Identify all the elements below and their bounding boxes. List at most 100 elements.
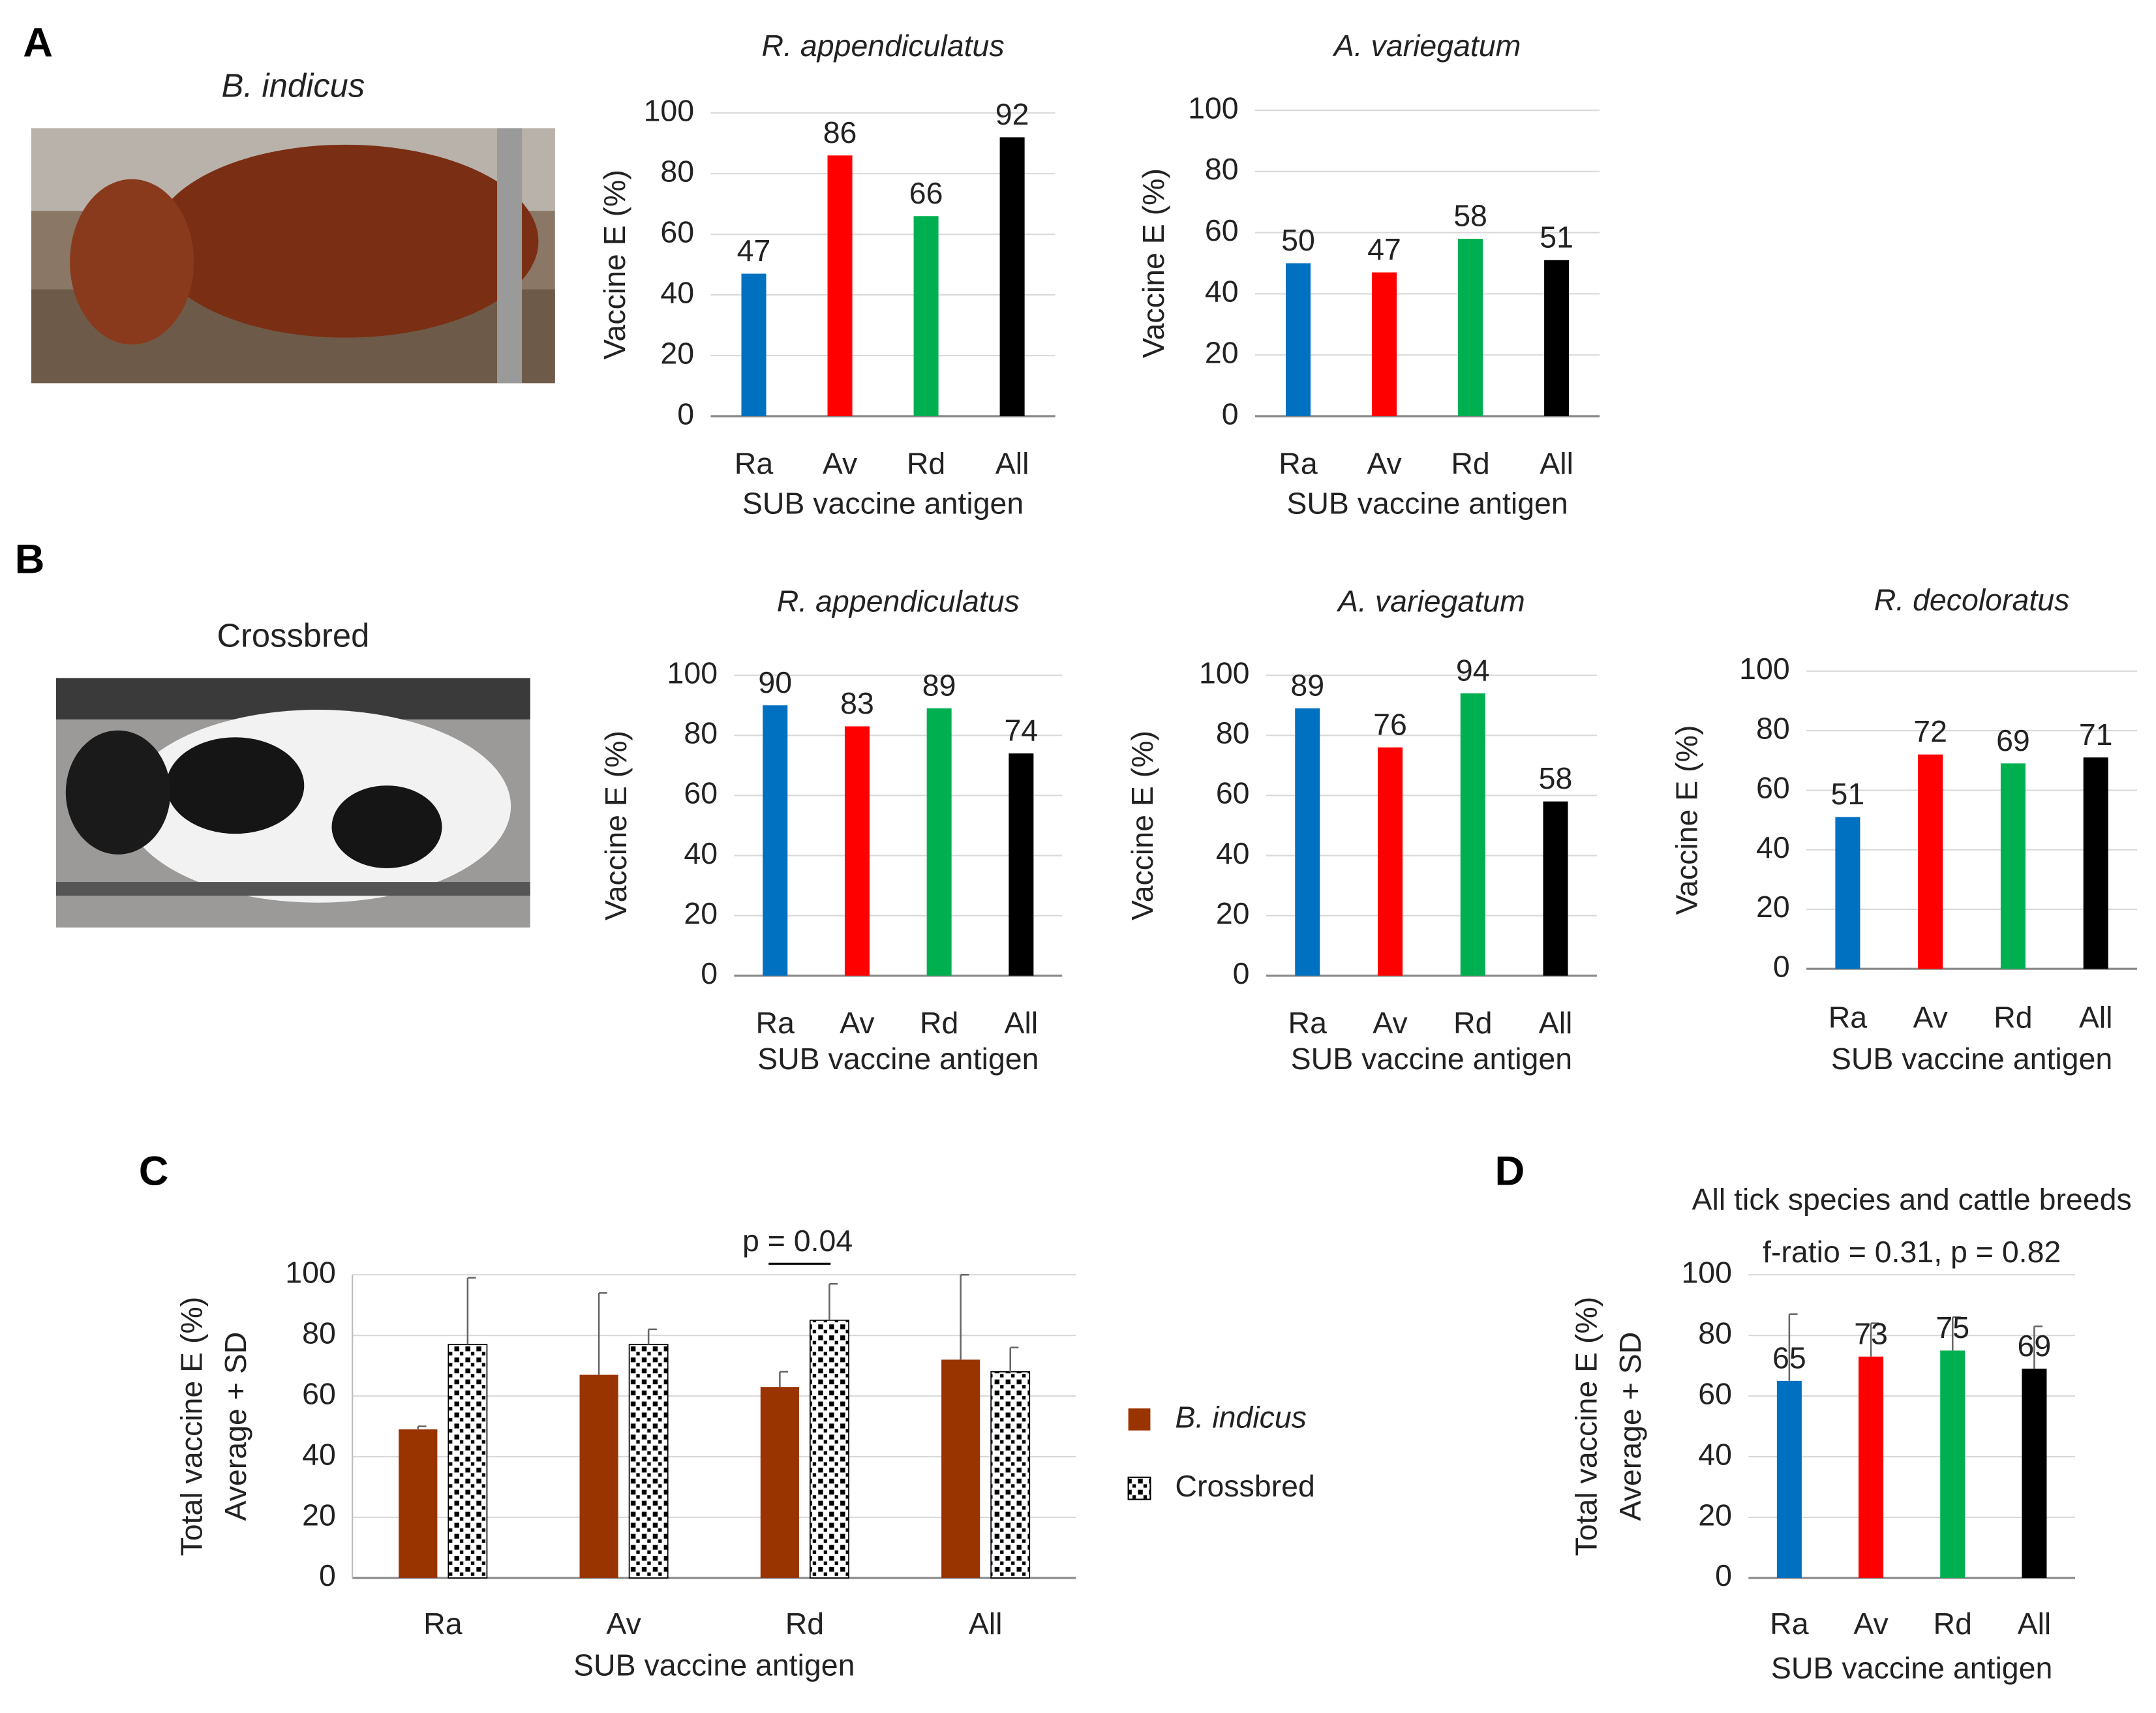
y-tick-label: 80 [660, 154, 694, 188]
x-tick-label: Ra [756, 1006, 795, 1040]
bar [2000, 763, 2026, 969]
x-tick-label: All [2018, 1607, 2052, 1641]
x-tick-label: Ra [423, 1607, 463, 1641]
y-axis-label: Vaccine E (%) [1670, 725, 1704, 915]
y-axis-label: Vaccine E (%) [1136, 168, 1170, 358]
x-tick-label: Ra [1279, 446, 1318, 480]
x-tick-label: All [1540, 446, 1573, 480]
x-tick-label: All [969, 1607, 1003, 1641]
value-label: 51 [1540, 220, 1573, 254]
y-tick-label: 80 [1698, 1316, 1732, 1350]
x-axis-label: SUB vaccine antigen [757, 1042, 1039, 1076]
y-tick-label: 20 [1756, 890, 1790, 924]
chart-title: R. decoloratus [1874, 583, 2070, 617]
value-label: 69 [1996, 723, 2030, 757]
legend-swatch [1128, 1408, 1151, 1431]
y-tick-label: 60 [1216, 776, 1250, 810]
value-label: 47 [737, 234, 771, 267]
x-tick-label: Ra [1770, 1607, 1809, 1641]
x-tick-label: Rd [785, 1607, 824, 1641]
x-axis-label: SUB vaccine antigen [1771, 1651, 2052, 1685]
bar [1859, 1356, 1884, 1578]
y-axis-label: Average + SD [219, 1332, 252, 1521]
value-label: 75 [1936, 1311, 1969, 1344]
value-label: 89 [922, 668, 956, 702]
x-tick-label: Rd [920, 1006, 958, 1040]
legend-label: B. indicus [1175, 1400, 1306, 1434]
bar [999, 137, 1025, 417]
x-tick-label: Ra [1288, 1006, 1328, 1040]
x-tick-label: Rd [1994, 1001, 2032, 1035]
value-label: 58 [1539, 761, 1573, 795]
bar [1009, 753, 1034, 976]
x-tick-label: Rd [907, 446, 945, 480]
y-tick-label: 0 [701, 956, 718, 990]
y-tick-label: 20 [1698, 1498, 1732, 1532]
bar [1372, 272, 1397, 417]
panel-label: D [1495, 1149, 1525, 1194]
value-label: 94 [1456, 653, 1490, 687]
y-tick-label: 80 [1756, 711, 1790, 745]
bar [827, 155, 853, 417]
x-axis-label: SUB vaccine antigen [573, 1648, 855, 1682]
value-label: 73 [1854, 1316, 1888, 1350]
annotation: p = 0.04 [742, 1224, 853, 1258]
value-label: 65 [1772, 1341, 1806, 1374]
bar [1835, 817, 1860, 969]
y-axis-label: Total vaccine E (%) [175, 1297, 209, 1556]
bar [941, 1359, 980, 1578]
x-tick-label: Ra [1829, 1001, 1868, 1035]
chart-title: R. appendiculatus [762, 29, 1005, 63]
y-tick-label: 60 [1205, 213, 1239, 247]
value-label: 72 [1913, 714, 1947, 748]
y-tick-label: 40 [1205, 275, 1239, 309]
bar [1918, 754, 1943, 969]
x-tick-label: Ra [735, 446, 774, 480]
panel-label: A [23, 20, 53, 65]
y-axis-label: Vaccine E (%) [1125, 731, 1159, 920]
bar [1377, 747, 1403, 976]
bar [2022, 1369, 2047, 1578]
y-axis-label: Total vaccine E (%) [1570, 1297, 1603, 1556]
y-axis-label: Vaccine E (%) [599, 731, 633, 920]
chart-subtitle: f-ratio = 0.31, p = 0.82 [1763, 1235, 2061, 1269]
y-tick-label: 20 [1205, 335, 1239, 369]
y-tick-label: 40 [684, 836, 718, 870]
y-tick-label: 60 [684, 776, 718, 810]
photo [55, 678, 530, 928]
x-tick-label: Av [1913, 1001, 1948, 1035]
value-label: 92 [995, 97, 1029, 131]
y-axis-label: Vaccine E (%) [598, 170, 631, 359]
y-tick-label: 100 [285, 1255, 336, 1289]
y-tick-label: 0 [319, 1558, 336, 1592]
bar [448, 1344, 488, 1579]
y-tick-label: 40 [660, 275, 694, 309]
y-tick-label: 40 [1756, 830, 1790, 864]
value-label: 66 [909, 176, 943, 210]
value-label: 69 [2018, 1329, 2052, 1363]
bar [741, 273, 767, 417]
y-tick-label: 20 [660, 336, 694, 370]
y-tick-label: 60 [1756, 771, 1790, 805]
chart-title: A. variegatum [1332, 29, 1521, 63]
bar [760, 1387, 799, 1578]
y-tick-label: 80 [1205, 152, 1239, 186]
bar [628, 1344, 669, 1579]
x-axis-label: SUB vaccine antigen [1286, 487, 1568, 521]
x-tick-label: Av [1373, 1006, 1408, 1040]
bar [1285, 263, 1311, 417]
value-label: 83 [840, 686, 874, 720]
x-tick-label: Rd [1451, 446, 1489, 480]
y-tick-label: 100 [667, 656, 718, 690]
y-tick-label: 100 [1199, 656, 1250, 690]
x-tick-label: All [2079, 1001, 2113, 1035]
x-tick-label: All [1005, 1006, 1039, 1040]
y-tick-label: 0 [1773, 949, 1790, 983]
x-tick-label: Av [1367, 446, 1402, 480]
value-label: 71 [2079, 718, 2113, 751]
x-tick-label: Av [823, 446, 858, 480]
y-tick-label: 80 [684, 716, 718, 750]
bar [2083, 757, 2108, 969]
bar [913, 216, 939, 417]
